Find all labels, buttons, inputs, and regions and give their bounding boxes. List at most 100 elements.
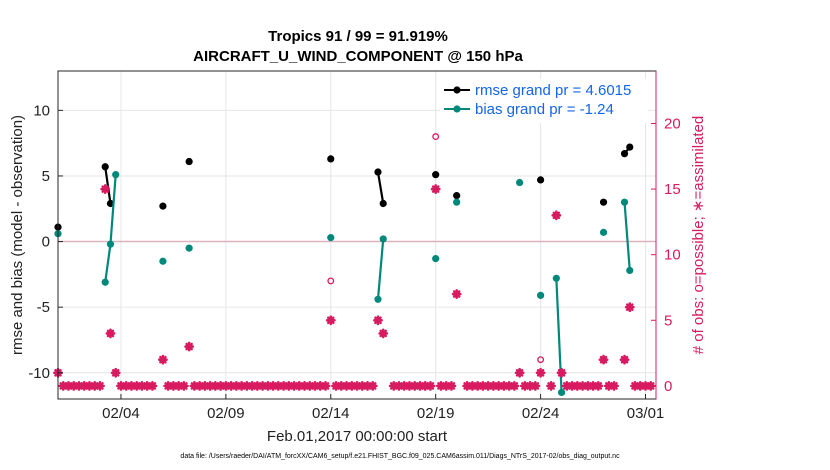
bias-point	[185, 244, 193, 252]
assimilated-count-point	[320, 380, 331, 391]
assimilated-count-point	[609, 380, 619, 391]
x-axis-label: Feb.01,2017 00:00:00 start	[267, 428, 448, 445]
assimilated-count-point	[551, 210, 562, 221]
assimilated-count-point	[210, 380, 221, 391]
rmse-point	[432, 171, 440, 179]
x-tick-label: 02/24	[522, 405, 560, 422]
bias-point	[536, 291, 545, 299]
assimilated-count-point	[394, 380, 404, 391]
bias-point	[159, 257, 167, 265]
assimilated-count-point	[535, 367, 546, 378]
x-tick-label: 02/19	[417, 405, 455, 422]
assimilated-count-point	[640, 380, 651, 391]
assimilated-count-point	[367, 380, 378, 391]
assimilated-count-point	[178, 380, 189, 391]
assimilated-count-point	[446, 380, 457, 391]
assimilated-count-point	[273, 380, 284, 391]
bias-line	[376, 238, 385, 300]
assimilated-count-point	[598, 354, 609, 365]
assimilated-count-point	[404, 380, 415, 391]
rmse-point	[626, 143, 634, 151]
bias-point	[626, 266, 634, 275]
rmse-point	[106, 199, 115, 208]
chart-title: Tropics 91 / 99 = 91.919%	[268, 28, 448, 45]
rmse-point	[379, 199, 387, 208]
assimilated-count-point	[619, 354, 630, 365]
x-tick-label: 02/04	[102, 405, 140, 422]
assimilated-count-point	[137, 380, 147, 391]
bias-line	[623, 202, 631, 271]
series-layer	[54, 143, 634, 397]
legend-rmse-marker	[453, 86, 461, 94]
y-right-tick-label: 15	[664, 181, 681, 198]
data-file-footnote: data file: /Users/raeder/DAI/ATM_forcXX/…	[180, 453, 620, 460]
assimilated-count-point	[110, 367, 121, 378]
legend-bias-marker	[453, 105, 461, 113]
assimilated-count-point	[220, 380, 231, 391]
bias-point	[112, 171, 120, 179]
bias-point	[552, 274, 560, 282]
assimilated-count-point	[325, 315, 336, 326]
plot-area	[58, 71, 656, 399]
assimilated-count-point	[441, 380, 452, 391]
assimilated-count-point	[294, 380, 305, 391]
assimilated-count-point	[509, 380, 520, 391]
assimilated-count-point	[158, 354, 168, 365]
y-right-tick-label: 0	[664, 378, 672, 395]
y-right-tick-label: 10	[664, 247, 681, 264]
x-tick-label: 02/14	[312, 405, 350, 422]
chart-subtitle: AIRCRAFT_U_WIND_COMPONENT @ 150 hPa	[193, 48, 523, 65]
assimilated-count-point	[373, 315, 383, 326]
bias-point	[101, 278, 109, 286]
assimilated-count-point	[472, 380, 483, 391]
rmse-series	[54, 143, 634, 231]
bias-series	[54, 171, 634, 397]
bias-point	[599, 228, 608, 236]
rmse-line	[104, 166, 112, 204]
bias-point	[516, 178, 524, 187]
y-tick-label: 10	[33, 102, 50, 119]
rmse-point	[185, 157, 193, 166]
x-tick-label: 03/01	[627, 405, 665, 422]
assimilated-count-point	[304, 380, 315, 391]
assimilated-count-point	[100, 184, 111, 194]
counts-layer	[53, 133, 656, 391]
assimilated-count-point	[546, 380, 556, 391]
assimilated-count-point	[624, 302, 635, 313]
y-tick-label: 5	[42, 168, 50, 185]
rmse-point	[159, 202, 167, 210]
assimilated-count-point	[593, 380, 604, 391]
rmse-line	[376, 171, 385, 204]
assimilated-count-point	[645, 380, 656, 391]
assimilated-count-point	[498, 380, 509, 391]
bias-point	[620, 198, 629, 206]
y-right-tick-label: 20	[664, 115, 681, 132]
bias-point	[557, 388, 566, 397]
rmse-point	[101, 163, 109, 171]
assimilated-count-point	[378, 328, 389, 339]
assimilated-count-point	[425, 380, 436, 391]
y-axis-label: rmse and bias (model - observation)	[9, 115, 26, 355]
y-right-tick-label: 5	[664, 312, 672, 329]
possible-count-point	[537, 356, 545, 364]
legend-item-bias: bias grand pr = -1.24	[444, 101, 614, 118]
legend-rmse-label: rmse grand pr = 4.6015	[475, 82, 631, 99]
y-tick-label: -10	[28, 365, 50, 382]
legend: rmse grand pr = 4.6015 bias grand pr = -…	[440, 79, 648, 123]
y-axis-label-right: # of obs: o=possible; ∗=assimilated	[690, 116, 707, 355]
rmse-point	[620, 150, 629, 158]
rmse-point	[599, 198, 608, 206]
rmse-point	[327, 155, 335, 163]
possible-count-point	[432, 133, 440, 141]
y-tick-label: 0	[42, 234, 50, 251]
x-tick-label: 02/09	[207, 405, 245, 422]
assimilated-count-point	[430, 184, 441, 194]
bias-point	[327, 234, 335, 242]
rmse-point	[374, 168, 382, 176]
rmse-point	[453, 192, 461, 200]
assimilated-count-point	[252, 380, 263, 391]
assimilated-count-point	[189, 380, 200, 391]
legend-box	[440, 79, 648, 123]
bias-point	[379, 235, 387, 243]
